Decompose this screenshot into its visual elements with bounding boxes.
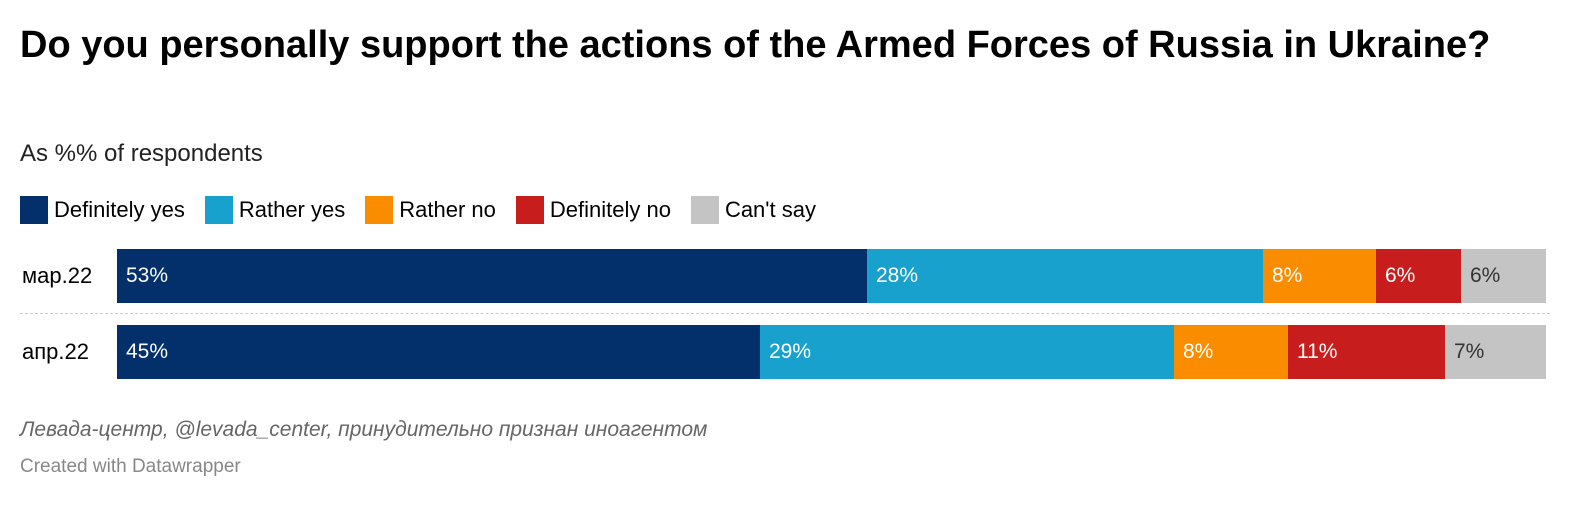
row-divider xyxy=(20,313,1550,314)
legend-swatch xyxy=(20,196,48,224)
data-label: 8% xyxy=(1272,264,1303,287)
bar-row: мар.22 53% 28% 8% 6% 6% xyxy=(20,249,1550,303)
category-label: мар.22 xyxy=(22,263,93,288)
legend-swatch xyxy=(690,196,719,224)
bar-segment: 8% xyxy=(1174,325,1288,379)
category-label: апр.22 xyxy=(22,339,89,364)
legend-swatch xyxy=(365,196,394,224)
bar-segment: 45% xyxy=(117,325,760,379)
bar-segment: 6% xyxy=(1461,249,1546,303)
stacked-bar: 53% 28% 8% 6% 6% xyxy=(117,249,1546,303)
legend-swatch xyxy=(515,196,544,224)
legend-label: Definitely yes xyxy=(54,197,185,222)
legend-item: Definitely yes xyxy=(20,196,185,224)
bar-segment: 28% xyxy=(867,249,1263,303)
data-label: 28% xyxy=(876,264,919,287)
legend-label: Can't say xyxy=(724,197,816,222)
bar-segment: 53% xyxy=(117,249,867,303)
legend-swatch xyxy=(204,196,233,224)
data-label: 8% xyxy=(1183,340,1214,363)
stacked-bar: 45% 29% 8% 11% 7% xyxy=(117,325,1546,379)
data-label: 6% xyxy=(1385,264,1416,287)
legend: Definitely yes Rather yes Rather no Definit… xyxy=(20,196,836,224)
credit-note: Created with Datawrapper xyxy=(20,456,241,477)
legend-label: Rather no xyxy=(399,197,496,222)
data-label: 7% xyxy=(1454,340,1485,363)
bar-segment: 6% xyxy=(1376,249,1461,303)
data-label: 45% xyxy=(126,340,169,363)
legend-item: Rather yes xyxy=(204,196,346,224)
data-label: 6% xyxy=(1470,264,1501,287)
legend-label: Rather yes xyxy=(238,197,346,222)
bar-segment: 29% xyxy=(760,325,1174,379)
data-label: 53% xyxy=(126,264,169,287)
bar-row: апр.22 45% 29% 8% 11% 7% xyxy=(20,325,1550,379)
bar-segment: 7% xyxy=(1445,325,1546,379)
source-note: Левада-центр, @levada_center, принудител… xyxy=(20,418,708,441)
legend-item: Rather no xyxy=(365,196,496,224)
chart-title: Do you personally support the actions of… xyxy=(20,24,1491,66)
legend-item: Definitely no xyxy=(515,196,671,224)
data-label: 11% xyxy=(1297,340,1338,363)
legend-label: Definitely no xyxy=(549,197,671,222)
data-label: 29% xyxy=(769,340,812,363)
bar-segment: 8% xyxy=(1263,249,1376,303)
stacked-bar-chart: мар.22 53% 28% 8% 6% 6% апр.22 45% 29% 8% 11% 7% xyxy=(20,249,1550,379)
chart-subtitle: As %% of respondents xyxy=(20,140,263,167)
legend-item: Can't say xyxy=(690,196,816,224)
bar-segment: 11% xyxy=(1288,325,1445,379)
